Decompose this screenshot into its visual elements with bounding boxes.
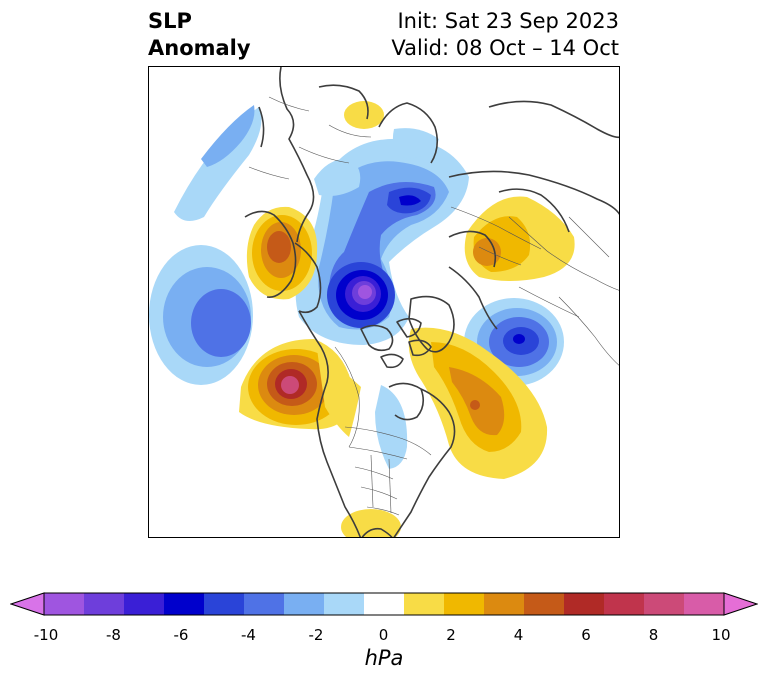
positive-blob-south (341, 509, 401, 537)
political-borders (248, 96, 619, 516)
colorbar-segment (604, 593, 645, 615)
negative-band-northwest (174, 105, 262, 221)
colorbar-segment (644, 593, 685, 615)
colorbar-segment (84, 593, 125, 615)
colorbar-segment (404, 593, 445, 615)
colorbar-segment (524, 593, 565, 615)
colorbar-segment (44, 593, 85, 615)
colorbar-tick-label: 2 (446, 626, 456, 644)
colorbar-tick-label: 10 (711, 626, 731, 644)
colorbar-svg (9, 592, 759, 616)
colorbar-tick-label: -8 (106, 626, 121, 644)
colorbar-segment (444, 593, 485, 615)
title-line-1: SLP (148, 9, 192, 33)
anomaly-map (148, 66, 620, 538)
negative-center-north-pacific (149, 245, 253, 385)
negative-blob-europe (314, 128, 439, 196)
colorbar-extend-min (9, 592, 45, 616)
colorbar-tick-label: 6 (581, 626, 591, 644)
colorbar-segment (244, 593, 285, 615)
colorbar-tick-label: 0 (378, 626, 389, 644)
date-info: Init: Sat 23 Sep 2023 Valid: 08 Oct – 14… (391, 8, 619, 62)
colorbar-segment (484, 593, 525, 615)
colorbar-segment (164, 593, 205, 615)
colorbar-tick-label: 4 (513, 626, 524, 644)
negative-center-norway-sea (464, 298, 564, 386)
title-line-2: Anomaly (148, 36, 251, 60)
positive-center-eurasia (464, 196, 575, 281)
colorbar-segment (364, 593, 405, 615)
map-title: SLP Anomaly (148, 8, 251, 62)
positive-center-canada (239, 339, 361, 437)
colorbar-tick-label: -4 (241, 626, 256, 644)
colorbar-tick-label: -10 (33, 626, 59, 644)
positive-center-greenland-atlantic (408, 327, 548, 479)
map-canvas (149, 67, 619, 537)
colorbar-tick-label: 8 (648, 626, 659, 644)
colorbar-segment (564, 593, 605, 615)
colorbar-segment (124, 593, 165, 615)
init-date-label: Init: Sat 23 Sep 2023 (397, 9, 619, 33)
colorbar-extend-max (723, 592, 759, 616)
colorbar-segment (684, 593, 725, 615)
colorbar-frame (43, 592, 725, 616)
colorbar-tick-label: -2 (308, 626, 324, 644)
positive-blob-scandinavia (344, 101, 384, 129)
colorbar-unit-label: hPa (364, 646, 404, 670)
coastlines (244, 67, 619, 537)
colorbar-segment (284, 593, 325, 615)
colorbar-segment (324, 593, 365, 615)
valid-date-label: Valid: 08 Oct – 14 Oct (391, 36, 619, 60)
colorbar-segment (204, 593, 245, 615)
colorbar (9, 590, 759, 620)
colorbar-tick-label: -6 (173, 626, 189, 644)
